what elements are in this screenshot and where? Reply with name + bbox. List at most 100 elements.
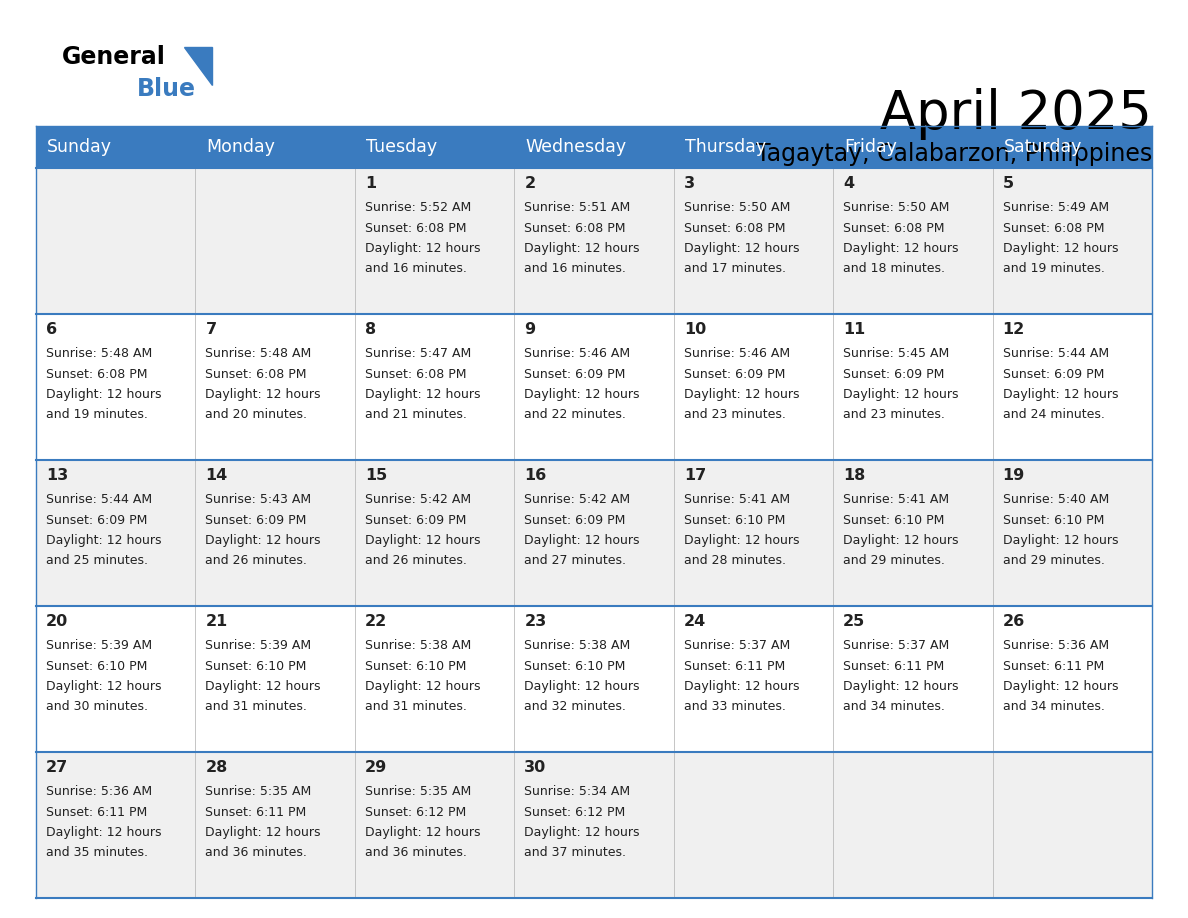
Text: 1: 1 (365, 176, 375, 191)
Bar (674, 606, 833, 752)
Bar (355, 168, 514, 314)
Text: Daylight: 12 hours: Daylight: 12 hours (365, 534, 480, 547)
Text: 20: 20 (46, 614, 68, 629)
Bar (514, 460, 674, 606)
Text: Daylight: 12 hours: Daylight: 12 hours (46, 680, 162, 693)
Text: and 36 minutes.: and 36 minutes. (365, 846, 467, 859)
Text: Saturday: Saturday (1004, 138, 1082, 156)
Text: Sunset: 6:09 PM: Sunset: 6:09 PM (1003, 367, 1104, 380)
Text: and 28 minutes.: and 28 minutes. (684, 554, 785, 567)
Bar (992, 168, 1152, 314)
Text: Sunrise: 5:39 AM: Sunrise: 5:39 AM (206, 639, 311, 652)
Text: 4: 4 (843, 176, 854, 191)
Text: Daylight: 12 hours: Daylight: 12 hours (365, 826, 480, 839)
Text: Sunrise: 5:34 AM: Sunrise: 5:34 AM (524, 785, 631, 798)
Text: and 31 minutes.: and 31 minutes. (206, 700, 308, 713)
Text: Sunrise: 5:42 AM: Sunrise: 5:42 AM (365, 493, 470, 506)
Text: Sunset: 6:09 PM: Sunset: 6:09 PM (524, 513, 626, 527)
Text: Sunrise: 5:44 AM: Sunrise: 5:44 AM (46, 493, 152, 506)
Text: and 29 minutes.: and 29 minutes. (843, 554, 944, 567)
Text: Sunset: 6:11 PM: Sunset: 6:11 PM (843, 659, 944, 673)
Bar (833, 460, 992, 606)
Bar (36, 126, 1152, 168)
Text: Sunrise: 5:52 AM: Sunrise: 5:52 AM (365, 201, 472, 214)
Text: 9: 9 (524, 322, 536, 337)
Text: Sunrise: 5:42 AM: Sunrise: 5:42 AM (524, 493, 631, 506)
Text: Sunrise: 5:36 AM: Sunrise: 5:36 AM (46, 785, 152, 798)
Text: Sunrise: 5:37 AM: Sunrise: 5:37 AM (684, 639, 790, 652)
Text: Sunrise: 5:35 AM: Sunrise: 5:35 AM (365, 785, 472, 798)
Text: Sunrise: 5:41 AM: Sunrise: 5:41 AM (843, 493, 949, 506)
Text: Daylight: 12 hours: Daylight: 12 hours (524, 680, 640, 693)
Text: and 36 minutes.: and 36 minutes. (206, 846, 308, 859)
Text: Sunset: 6:08 PM: Sunset: 6:08 PM (1003, 221, 1104, 234)
Text: and 26 minutes.: and 26 minutes. (365, 554, 467, 567)
Bar (992, 606, 1152, 752)
Bar (355, 752, 514, 898)
Text: Daylight: 12 hours: Daylight: 12 hours (365, 388, 480, 401)
Text: Sunset: 6:08 PM: Sunset: 6:08 PM (365, 367, 467, 380)
Text: Daylight: 12 hours: Daylight: 12 hours (46, 534, 162, 547)
Text: Sunrise: 5:46 AM: Sunrise: 5:46 AM (524, 347, 631, 360)
Text: and 31 minutes.: and 31 minutes. (365, 700, 467, 713)
Text: Sunrise: 5:50 AM: Sunrise: 5:50 AM (843, 201, 949, 214)
Text: Sunset: 6:09 PM: Sunset: 6:09 PM (843, 367, 944, 380)
Text: Sunset: 6:12 PM: Sunset: 6:12 PM (524, 805, 626, 819)
Text: Sunset: 6:09 PM: Sunset: 6:09 PM (365, 513, 466, 527)
Bar (36, 168, 196, 314)
Text: Sunrise: 5:48 AM: Sunrise: 5:48 AM (46, 347, 152, 360)
Text: Daylight: 12 hours: Daylight: 12 hours (843, 534, 959, 547)
Text: 2: 2 (524, 176, 536, 191)
Text: Sunset: 6:10 PM: Sunset: 6:10 PM (843, 513, 944, 527)
Text: Sunset: 6:10 PM: Sunset: 6:10 PM (524, 659, 626, 673)
Text: Sunrise: 5:48 AM: Sunrise: 5:48 AM (206, 347, 311, 360)
Bar (514, 314, 674, 460)
Text: Sunrise: 5:35 AM: Sunrise: 5:35 AM (206, 785, 311, 798)
Bar (196, 460, 355, 606)
Bar (992, 314, 1152, 460)
Text: Daylight: 12 hours: Daylight: 12 hours (206, 534, 321, 547)
Text: 5: 5 (1003, 176, 1013, 191)
Text: Daylight: 12 hours: Daylight: 12 hours (365, 242, 480, 255)
Text: Thursday: Thursday (684, 138, 766, 156)
Text: 7: 7 (206, 322, 216, 337)
Text: Tuesday: Tuesday (366, 138, 437, 156)
Text: 10: 10 (684, 322, 706, 337)
Bar (833, 168, 992, 314)
Text: Daylight: 12 hours: Daylight: 12 hours (684, 680, 800, 693)
Bar (196, 168, 355, 314)
Bar (833, 314, 992, 460)
Text: April 2025: April 2025 (880, 88, 1152, 140)
Text: Sunset: 6:11 PM: Sunset: 6:11 PM (206, 805, 307, 819)
Text: Sunrise: 5:37 AM: Sunrise: 5:37 AM (843, 639, 949, 652)
Text: 16: 16 (524, 468, 546, 483)
Text: General: General (62, 45, 166, 69)
Bar (196, 606, 355, 752)
Text: Sunset: 6:10 PM: Sunset: 6:10 PM (46, 659, 147, 673)
Text: Sunrise: 5:40 AM: Sunrise: 5:40 AM (1003, 493, 1108, 506)
Text: and 30 minutes.: and 30 minutes. (46, 700, 148, 713)
Text: Sunset: 6:08 PM: Sunset: 6:08 PM (206, 367, 307, 380)
Text: 18: 18 (843, 468, 865, 483)
Text: and 16 minutes.: and 16 minutes. (365, 263, 467, 275)
Text: and 17 minutes.: and 17 minutes. (684, 263, 785, 275)
Text: Daylight: 12 hours: Daylight: 12 hours (684, 388, 800, 401)
Text: and 24 minutes.: and 24 minutes. (1003, 409, 1105, 421)
Text: Daylight: 12 hours: Daylight: 12 hours (524, 826, 640, 839)
Bar (355, 606, 514, 752)
Bar (992, 752, 1152, 898)
Text: Sunset: 6:08 PM: Sunset: 6:08 PM (365, 221, 467, 234)
Text: 29: 29 (365, 760, 387, 775)
Text: 25: 25 (843, 614, 865, 629)
Text: Sunset: 6:09 PM: Sunset: 6:09 PM (684, 367, 785, 380)
Text: 26: 26 (1003, 614, 1025, 629)
Text: 14: 14 (206, 468, 228, 483)
Polygon shape (184, 47, 211, 85)
Bar (355, 460, 514, 606)
Text: and 32 minutes.: and 32 minutes. (524, 700, 626, 713)
Text: Sunday: Sunday (48, 138, 112, 156)
Text: 15: 15 (365, 468, 387, 483)
Bar (196, 314, 355, 460)
Bar (36, 314, 196, 460)
Text: Sunset: 6:10 PM: Sunset: 6:10 PM (1003, 513, 1104, 527)
